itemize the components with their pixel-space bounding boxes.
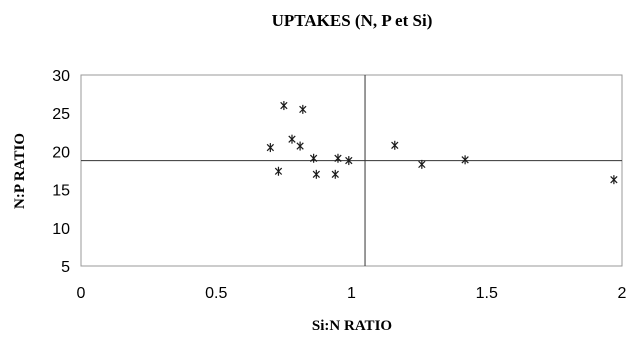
y-tick-label: 5 bbox=[61, 259, 70, 276]
y-axis-label: N:P RATIO bbox=[12, 133, 28, 209]
data-point bbox=[610, 175, 618, 185]
data-points bbox=[266, 101, 618, 185]
x-tick-label: 1.5 bbox=[476, 285, 498, 302]
data-point bbox=[312, 169, 320, 179]
plot-area bbox=[80, 74, 623, 267]
data-point bbox=[274, 166, 283, 176]
x-tick-label: 0 bbox=[77, 285, 86, 302]
y-tick-label: 25 bbox=[52, 106, 70, 123]
y-tick-label: 30 bbox=[52, 68, 70, 85]
y-tick-label: 15 bbox=[52, 183, 70, 200]
data-point bbox=[299, 104, 307, 114]
data-point bbox=[461, 155, 469, 165]
data-point bbox=[288, 134, 296, 144]
data-point bbox=[334, 153, 342, 163]
x-tick-label: 2 bbox=[618, 285, 627, 302]
y-tick-label: 20 bbox=[52, 144, 70, 161]
x-axis-ticks: 0 0.5 1 1.5 2 bbox=[77, 285, 627, 302]
x-tick-label: 1 bbox=[347, 285, 356, 302]
data-point bbox=[266, 143, 275, 153]
x-tick-label: 0.5 bbox=[205, 285, 227, 302]
data-point bbox=[331, 169, 339, 179]
x-axis-label: Si:N RATIO bbox=[312, 318, 392, 334]
data-point bbox=[345, 156, 353, 166]
y-tick-label: 10 bbox=[52, 221, 70, 238]
data-point bbox=[309, 153, 318, 163]
data-point bbox=[280, 101, 288, 111]
chart-title: UPTAKES (N, P et Si) bbox=[272, 11, 433, 30]
data-point bbox=[296, 141, 304, 151]
data-point bbox=[391, 140, 399, 150]
y-axis-ticks: 5 10 15 20 25 30 bbox=[52, 68, 70, 276]
data-point bbox=[418, 159, 426, 169]
